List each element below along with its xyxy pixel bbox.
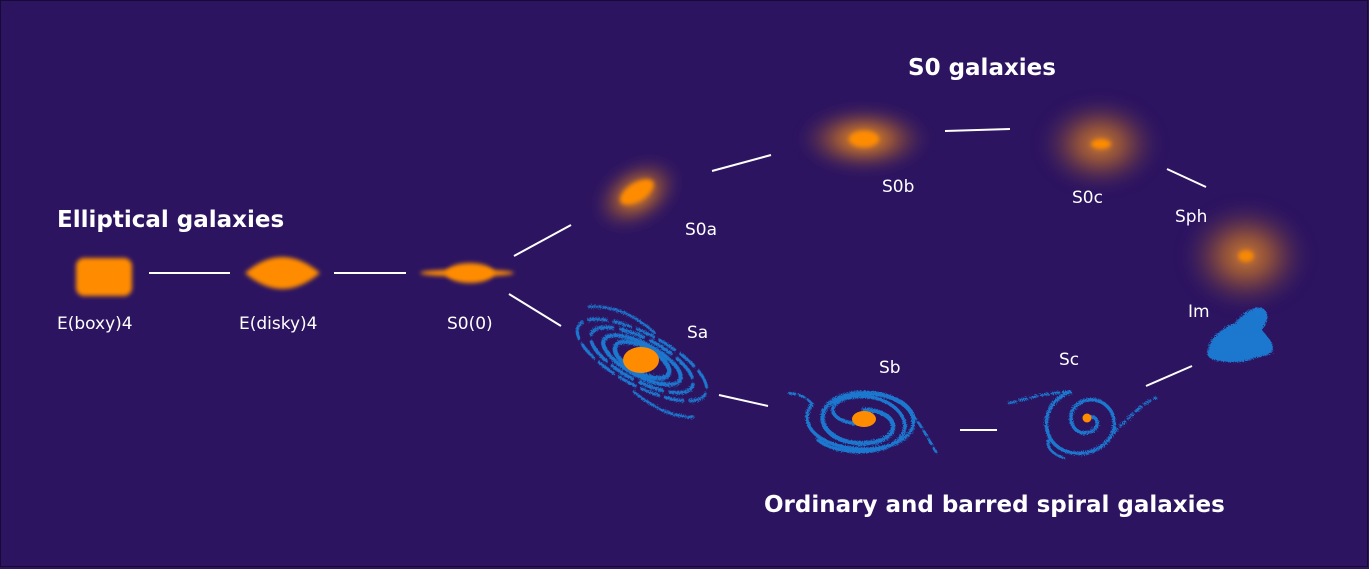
node-labels: E(boxy)4 E(disky)4 S0(0) S0a S0b S0c Sph… [57, 177, 1210, 378]
galaxy-s0-0 [420, 263, 514, 283]
connector-s0b-s0c [944, 128, 1011, 132]
label-sb: Sb [879, 358, 901, 378]
galaxy-s0c [1035, 94, 1165, 194]
galaxy-s0b [794, 103, 934, 175]
connector-s00-s0a [513, 224, 572, 257]
label-e-disky: E(disky)4 [239, 314, 318, 334]
galaxy-sph [1178, 198, 1314, 314]
connectors [149, 128, 1207, 431]
label-sa: Sa [687, 323, 708, 343]
label-s0c: S0c [1072, 188, 1103, 208]
heading-s0-galaxies: S0 galaxies [908, 55, 1056, 81]
label-s0-0: S0(0) [447, 314, 493, 334]
label-e-boxy: E(boxy)4 [57, 314, 133, 334]
label-s0b: S0b [882, 177, 914, 197]
galaxy-e-disky [245, 257, 320, 289]
galaxy-sc [1004, 390, 1158, 460]
galaxy-sb [784, 390, 938, 454]
label-im: Im [1188, 302, 1210, 322]
connector-s0a-s0b [711, 154, 772, 172]
connector-sc-im [1145, 365, 1193, 387]
label-sph: Sph [1175, 207, 1207, 227]
galaxy-e-boxy [76, 258, 132, 296]
galaxy-sa [575, 305, 709, 419]
heading-elliptical-galaxies: Elliptical galaxies [57, 207, 284, 233]
connector-s0c-sph [1166, 168, 1207, 188]
galaxy-s0a [591, 155, 683, 233]
galaxy-im [1207, 307, 1274, 363]
label-s0a: S0a [685, 220, 717, 240]
connector-s00-sa [508, 293, 562, 327]
connector-sa-sb [718, 394, 769, 407]
group-headings: Elliptical galaxies S0 galaxies Ordinary… [57, 55, 1225, 518]
label-sc: Sc [1059, 350, 1079, 370]
heading-spiral-galaxies: Ordinary and barred spiral galaxies [764, 492, 1225, 518]
